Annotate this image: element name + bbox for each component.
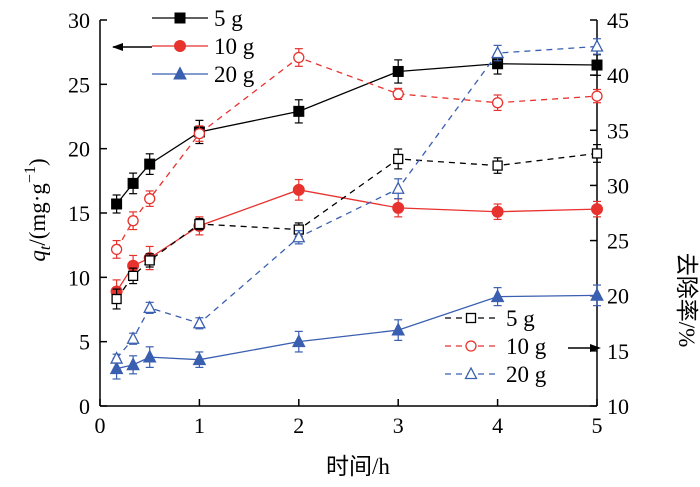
ylabel-sup: −1 [22, 166, 39, 183]
legend-label: 10 g [214, 34, 255, 59]
data-point [590, 39, 604, 52]
data-point [292, 183, 305, 196]
data-point [591, 203, 603, 216]
y-axis-left-label: qt/(mg·g−1) [22, 158, 54, 261]
y-left-tick-label: 30 [68, 8, 90, 33]
data-point [110, 243, 123, 256]
legend-right: 5 g 10 g 20 g [445, 306, 601, 387]
x-axis-label: 时间/h [326, 454, 390, 479]
data-point [491, 205, 504, 218]
legend-label: 5 g [214, 6, 243, 31]
legend-arrow-head [112, 43, 123, 51]
data-point [491, 97, 504, 109]
y-right-tick-label: 15 [607, 339, 629, 364]
data-point [293, 105, 305, 117]
data-point [109, 361, 124, 375]
data-point [143, 300, 157, 313]
data-point [590, 287, 604, 301]
legend-label: 10 g [506, 334, 547, 359]
data-point [491, 45, 505, 59]
y-right-tick-label: 10 [607, 394, 629, 419]
x-tick-label: 0 [95, 413, 106, 438]
data-point [393, 153, 404, 165]
data-point [591, 148, 603, 159]
x-tick-label: 5 [592, 413, 603, 438]
data-point [392, 201, 405, 214]
ylabel-close: ) [25, 158, 50, 166]
legend-marker [174, 40, 186, 52]
y-left-tick-label: 15 [68, 201, 90, 226]
x-tick-label: 3 [393, 413, 404, 438]
data-point [194, 218, 205, 230]
series-left-1 [110, 178, 603, 304]
legend-marker [464, 366, 478, 380]
data-point [111, 293, 122, 305]
data-point [591, 90, 603, 102]
y-right-tick-label: 20 [607, 284, 629, 309]
data-point [492, 160, 503, 171]
series-line [116, 56, 598, 250]
series-line [116, 45, 598, 359]
x-tick-label: 1 [194, 413, 205, 438]
data-point [291, 333, 306, 348]
series-line [116, 63, 598, 205]
legends: 5 g 10 g 20 g 5 g 10 g 20 g [112, 6, 601, 387]
data-point [591, 59, 603, 71]
ylabel-sub: t [37, 245, 54, 250]
data-point [144, 193, 156, 205]
data-point [192, 315, 206, 329]
data-point [293, 51, 305, 64]
y-right-tick-label: 40 [607, 63, 629, 88]
data-point [126, 331, 140, 344]
ylabel-q: q [25, 250, 50, 262]
data-point [111, 198, 123, 210]
series-right-4 [110, 48, 603, 259]
series-right-3 [111, 144, 603, 310]
data-point [490, 288, 505, 303]
y-left-tick-label: 25 [68, 72, 90, 97]
data-point [193, 127, 206, 140]
series-right-5 [110, 38, 604, 364]
data-point [391, 181, 405, 194]
data-point [127, 177, 139, 189]
y-right-tick-label: 30 [607, 173, 629, 198]
ylabel-rest: /(mg·g [25, 183, 50, 246]
x-tick-label: 4 [492, 413, 503, 438]
data-point [144, 158, 156, 170]
legend-left: 5 g 10 g 20 g [112, 6, 255, 87]
data-point [392, 65, 404, 77]
data-point [391, 322, 406, 336]
legend-label: 5 g [506, 306, 535, 331]
legend-marker [465, 312, 477, 324]
y-left-tick-label: 0 [79, 394, 90, 419]
series-line [116, 189, 598, 292]
data-point [144, 255, 155, 266]
y-left-tick-label: 5 [79, 330, 90, 355]
data-point [192, 351, 207, 366]
data-point [392, 88, 404, 100]
data-point [127, 215, 139, 227]
legend-marker [465, 340, 477, 352]
legend-label: 20 g [506, 362, 547, 387]
y-left-tick-label: 20 [68, 137, 90, 162]
legend-label: 20 g [214, 62, 255, 87]
legend-arrow-head [590, 344, 601, 352]
data-point [110, 351, 124, 364]
data-point [292, 229, 306, 243]
y-right-tick-label: 25 [607, 229, 629, 254]
series-line [116, 152, 598, 300]
y-right-tick-label: 35 [607, 118, 629, 143]
legend-marker [173, 66, 187, 80]
x-tick-label: 2 [293, 413, 304, 438]
data-point [126, 357, 140, 371]
series-layer [109, 38, 604, 380]
data-point [142, 349, 157, 363]
y-left-tick-label: 10 [68, 265, 90, 290]
data-point [127, 270, 139, 282]
y-right-tick-label: 45 [607, 8, 629, 33]
legend-marker [174, 12, 186, 24]
y-axis-right-label: 去除率/% [674, 253, 699, 348]
